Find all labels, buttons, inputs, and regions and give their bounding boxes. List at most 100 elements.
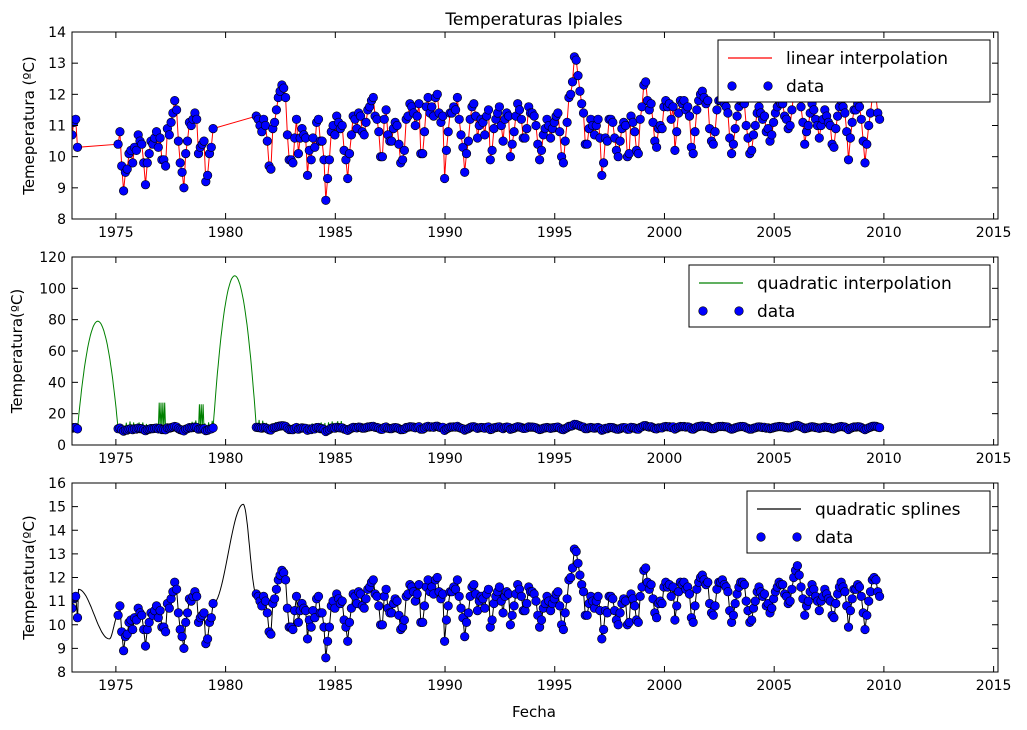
data-point — [483, 584, 494, 594]
data-point — [730, 598, 740, 609]
data-point — [113, 139, 123, 149]
x-tick-label: 1980 — [208, 451, 244, 467]
data-point — [860, 158, 870, 168]
data-point — [266, 629, 276, 639]
data-point — [633, 149, 643, 159]
y-tick-label: 14 — [48, 25, 66, 41]
data-point — [199, 136, 209, 146]
data-point — [208, 124, 218, 134]
data-point — [723, 587, 733, 597]
data-point — [672, 601, 682, 611]
data-point — [531, 120, 541, 131]
data-point — [199, 608, 209, 618]
data-point — [688, 149, 698, 159]
data-point — [463, 136, 474, 146]
legend-marker-swatch — [763, 81, 773, 91]
data-point — [831, 124, 841, 134]
data-point — [505, 620, 516, 630]
data-point — [750, 120, 760, 131]
x-tick-label: 2015 — [976, 678, 1012, 694]
data-point — [874, 591, 885, 602]
data-point — [419, 601, 430, 611]
data-point — [593, 114, 603, 124]
data-point — [206, 142, 216, 152]
plot-content — [72, 275, 885, 437]
data-point — [72, 130, 77, 140]
data-point — [847, 594, 857, 604]
data-point — [635, 591, 645, 602]
data-point — [840, 587, 850, 597]
data-point — [690, 127, 700, 137]
x-tick-label: 2015 — [976, 451, 1012, 467]
panel-quadratic: 1975 1980 1985 1990 1995 2000 2005 2010 2015 0 20 4… — [8, 250, 1011, 467]
data-point — [516, 114, 527, 124]
y-tick-label: 11 — [48, 594, 66, 610]
data-point — [418, 149, 428, 159]
data-point — [115, 601, 125, 611]
data-point — [330, 130, 340, 140]
data-point — [641, 77, 651, 87]
y-tick-label: 13 — [48, 56, 66, 72]
data-point — [558, 624, 569, 635]
data-point — [608, 594, 618, 604]
data-point — [651, 142, 662, 152]
data-point — [732, 111, 742, 121]
x-tick-label: 1980 — [208, 678, 244, 694]
data-point — [748, 130, 759, 140]
data-point — [377, 620, 388, 630]
data-point — [456, 603, 466, 613]
x-tick-label: 1990 — [427, 678, 463, 694]
data-point — [845, 133, 856, 143]
data-point — [578, 108, 589, 118]
data-point — [337, 596, 347, 606]
data-point — [633, 617, 643, 628]
data-point — [281, 92, 291, 103]
x-tick-label: 2000 — [647, 678, 683, 694]
data-point — [840, 108, 850, 118]
data-point — [155, 133, 165, 143]
data-point — [443, 601, 453, 611]
y-tick-label: 20 — [48, 407, 66, 423]
data-point — [72, 142, 83, 152]
data-point — [324, 622, 335, 632]
data-point — [454, 114, 464, 124]
data-point — [368, 92, 378, 103]
data-point — [131, 145, 141, 155]
data-point — [399, 145, 410, 155]
data-point — [355, 111, 366, 121]
data-point — [262, 136, 272, 146]
data-point — [520, 133, 530, 143]
data-point — [831, 598, 841, 609]
data-point — [803, 596, 813, 606]
legend-marker-swatch — [756, 532, 766, 542]
data-point — [730, 124, 740, 134]
data-point — [708, 610, 718, 620]
data-point — [443, 127, 453, 137]
data-point — [571, 55, 581, 65]
x-tick-label: 1975 — [98, 678, 134, 694]
y-tick-label: 11 — [48, 119, 66, 135]
data-point — [379, 114, 389, 124]
legend-label: quadratic interpolation — [757, 274, 952, 294]
data-point — [361, 594, 371, 604]
data-point — [635, 114, 645, 124]
y-tick-label: 60 — [48, 344, 66, 360]
data-point — [172, 105, 182, 115]
data-point — [577, 99, 587, 109]
data-point — [399, 615, 410, 625]
data-point — [118, 186, 129, 196]
data-point — [555, 601, 565, 611]
legend-label: linear interpolation — [786, 49, 948, 69]
data-point — [177, 167, 187, 177]
data-point — [203, 634, 213, 644]
data-point — [461, 149, 472, 159]
y-tick-label: 0 — [57, 438, 66, 454]
x-tick-label: 2005 — [756, 225, 792, 241]
data-point — [480, 130, 490, 140]
data-point — [381, 584, 391, 594]
data-point — [829, 613, 839, 623]
data-point — [317, 608, 327, 618]
data-point — [794, 570, 804, 580]
data-point — [451, 105, 461, 115]
